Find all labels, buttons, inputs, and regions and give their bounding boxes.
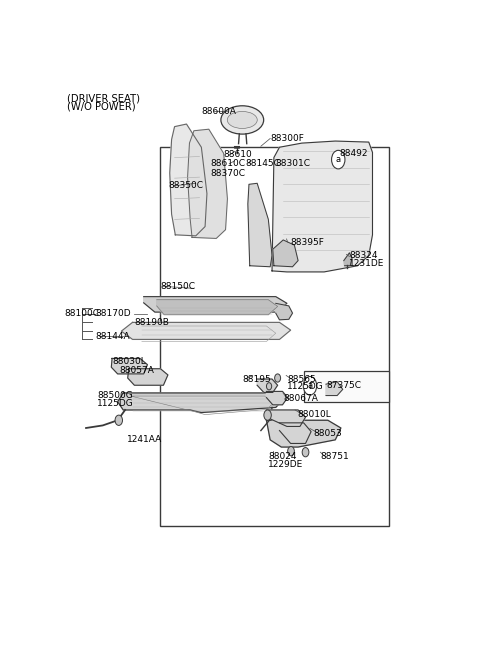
- Text: 88565: 88565: [287, 375, 316, 383]
- Text: 1229DE: 1229DE: [268, 460, 303, 469]
- Polygon shape: [276, 303, 292, 320]
- Text: 88024: 88024: [268, 452, 297, 461]
- Circle shape: [266, 383, 272, 390]
- Polygon shape: [326, 381, 343, 395]
- Text: 88324: 88324: [349, 251, 378, 260]
- Ellipse shape: [221, 106, 264, 134]
- Polygon shape: [121, 322, 290, 339]
- Text: 88053: 88053: [314, 429, 342, 438]
- Text: 1241AA: 1241AA: [127, 436, 162, 444]
- Polygon shape: [128, 369, 168, 385]
- Text: 88144A: 88144A: [96, 332, 130, 341]
- Text: 88150C: 88150C: [160, 282, 195, 291]
- Text: 88751: 88751: [321, 452, 349, 461]
- Text: 88190B: 88190B: [134, 318, 169, 327]
- Polygon shape: [273, 240, 298, 267]
- Text: 88500G: 88500G: [97, 391, 133, 400]
- Polygon shape: [118, 393, 283, 413]
- Circle shape: [275, 374, 281, 382]
- Text: 88610C: 88610C: [211, 159, 246, 168]
- Polygon shape: [144, 296, 287, 312]
- Polygon shape: [248, 183, 272, 267]
- Bar: [160, 147, 389, 526]
- Bar: [304, 371, 389, 402]
- Text: 88370C: 88370C: [211, 169, 246, 177]
- Polygon shape: [279, 423, 311, 444]
- Circle shape: [115, 415, 122, 425]
- Polygon shape: [344, 253, 352, 266]
- Text: a: a: [307, 381, 312, 390]
- Text: 88600A: 88600A: [202, 106, 236, 116]
- Text: (W/O POWER): (W/O POWER): [67, 102, 135, 112]
- Text: 1125DG: 1125DG: [97, 399, 134, 408]
- Text: 88300F: 88300F: [270, 134, 304, 143]
- Text: 88610: 88610: [224, 150, 252, 159]
- Ellipse shape: [228, 112, 257, 128]
- Text: 88067A: 88067A: [284, 393, 318, 403]
- Text: 88492: 88492: [339, 149, 368, 158]
- Polygon shape: [111, 359, 147, 374]
- Circle shape: [303, 377, 317, 395]
- Text: 88301C: 88301C: [276, 159, 311, 168]
- Circle shape: [302, 448, 309, 457]
- Polygon shape: [266, 391, 288, 405]
- Polygon shape: [257, 379, 277, 393]
- Circle shape: [288, 446, 294, 456]
- Text: 1125DG: 1125DG: [287, 382, 324, 391]
- Polygon shape: [156, 300, 277, 314]
- Polygon shape: [266, 420, 341, 447]
- Polygon shape: [188, 129, 228, 238]
- Polygon shape: [266, 410, 305, 426]
- Polygon shape: [272, 141, 372, 272]
- Text: 1231DE: 1231DE: [349, 259, 385, 268]
- Text: 88350C: 88350C: [168, 181, 203, 191]
- Text: 88057A: 88057A: [120, 366, 155, 375]
- Text: a: a: [336, 155, 341, 164]
- Text: 88195: 88195: [242, 375, 271, 383]
- Polygon shape: [170, 124, 207, 236]
- Text: 88030L: 88030L: [112, 357, 146, 365]
- Text: 88145C: 88145C: [245, 159, 280, 168]
- Text: 88100C: 88100C: [64, 309, 99, 318]
- Text: (DRIVER SEAT): (DRIVER SEAT): [67, 94, 140, 104]
- Text: 87375C: 87375C: [326, 381, 361, 390]
- Text: 88010L: 88010L: [297, 409, 331, 419]
- Text: 88395F: 88395F: [290, 237, 324, 247]
- Circle shape: [264, 410, 271, 420]
- Circle shape: [332, 151, 345, 169]
- Text: 88170D: 88170D: [96, 309, 131, 318]
